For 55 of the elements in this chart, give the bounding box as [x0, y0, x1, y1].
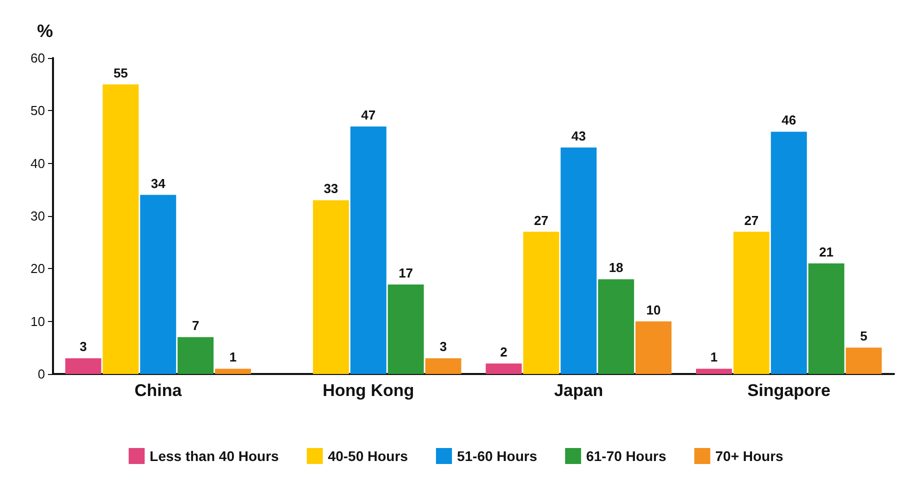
- bar: [388, 284, 424, 374]
- bar: [215, 368, 252, 374]
- bar: [65, 358, 102, 374]
- y-tick-label: 60: [30, 50, 45, 66]
- data-label: 3: [80, 339, 87, 354]
- data-label: 27: [534, 212, 548, 228]
- bar: [808, 263, 844, 374]
- data-label: 46: [782, 112, 796, 128]
- bar: [770, 132, 807, 374]
- data-label: 18: [608, 260, 624, 276]
- bar: [486, 363, 522, 374]
- bar: [523, 232, 560, 374]
- data-label: 2: [500, 344, 508, 360]
- y-tick-label: 10: [30, 314, 45, 329]
- data-label: 34: [150, 176, 166, 191]
- bar: [102, 84, 139, 374]
- legend-label: Less than 40 Hours: [150, 448, 280, 464]
- bar: [312, 200, 349, 374]
- x-tick-label: Japan: [554, 381, 604, 400]
- y-tick-label: 30: [30, 208, 45, 224]
- legend-label: 61-70 Hours: [586, 448, 666, 464]
- legend-label: 40-50 Hours: [328, 448, 408, 464]
- data-label: 27: [744, 212, 759, 228]
- data-label: 43: [571, 128, 586, 144]
- bar: [178, 337, 214, 374]
- x-tick-label: China: [134, 381, 182, 400]
- legend-label: 70+ Hours: [715, 448, 784, 464]
- x-tick-label: Hong Kong: [322, 381, 414, 400]
- bar: [560, 148, 597, 374]
- bar: [846, 348, 882, 374]
- data-label: 3: [440, 339, 447, 354]
- y-tick-label: 50: [30, 103, 45, 118]
- x-tick-label: Singapore: [747, 381, 830, 400]
- y-tick-label: 0: [38, 366, 45, 382]
- data-label: 1: [710, 350, 718, 365]
- legend-label: 51-60 Hours: [456, 448, 538, 464]
- data-label: 7: [192, 318, 200, 334]
- bar: [733, 232, 770, 374]
- data-label: 47: [361, 107, 376, 122]
- data-label: 5: [860, 328, 868, 344]
- y-axis-title: %: [36, 21, 53, 41]
- y-tick-label: 40: [30, 156, 45, 171]
- data-label: 55: [113, 65, 128, 80]
- bar: [140, 194, 176, 374]
- data-label: 17: [398, 265, 414, 280]
- bar: [425, 358, 462, 374]
- y-tick-label: 20: [30, 261, 45, 276]
- bar: [696, 368, 732, 374]
- data-label: 21: [819, 244, 834, 260]
- bar: [598, 279, 634, 374]
- bar: [350, 126, 386, 374]
- data-label: 10: [646, 302, 661, 318]
- bar: [636, 321, 672, 374]
- data-label: 1: [229, 350, 237, 365]
- data-label: 33: [324, 181, 338, 196]
